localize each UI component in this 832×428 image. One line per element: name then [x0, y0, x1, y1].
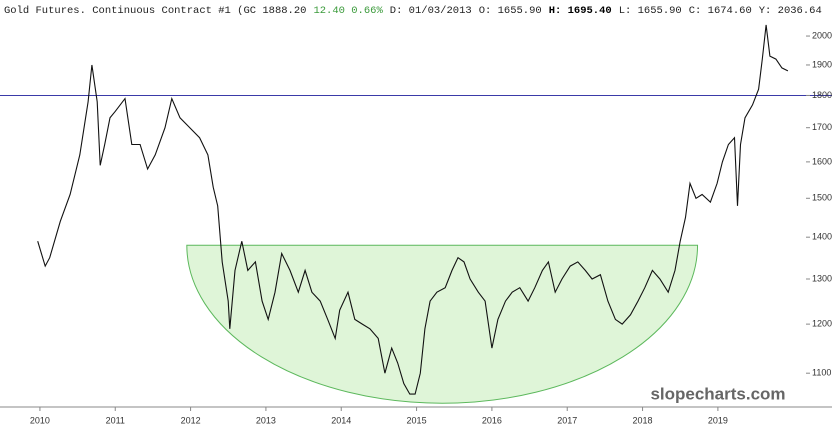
- title-part: H: 1695.40: [549, 5, 612, 17]
- y-tick-label: 1900: [812, 59, 832, 69]
- x-tick-label: 2018: [633, 415, 653, 425]
- x-tick-label: 2011: [106, 415, 125, 425]
- title-part: 12.40 0.66%: [313, 5, 383, 17]
- y-tick-label: 1700: [812, 122, 832, 132]
- title-part: C: 1674.60: [689, 5, 752, 17]
- title-part: L: 1655.90: [619, 5, 682, 17]
- y-tick-label: 1500: [812, 193, 832, 203]
- title-part: Y: 2036.64: [759, 5, 822, 17]
- price-line: [37, 24, 789, 395]
- y-tick-label: 1100: [812, 368, 831, 378]
- y-tick-label: 1600: [812, 156, 832, 166]
- x-tick-label: 2010: [30, 415, 50, 425]
- x-tick-label: 2015: [407, 415, 427, 425]
- x-tick-label: 2017: [557, 415, 577, 425]
- x-tick-label: 2014: [331, 415, 351, 425]
- x-tick-label: 2016: [482, 415, 502, 425]
- title-part: Gold Futures. Continuous Contract #1 (GC…: [4, 5, 306, 17]
- y-tick-label: 1200: [812, 318, 832, 328]
- y-tick-label: 1300: [812, 273, 832, 283]
- title-part: O: 1655.90: [479, 5, 542, 17]
- y-tick-label: 2000: [812, 30, 832, 40]
- title-part: D: 01/03/2013: [390, 5, 472, 17]
- x-tick-label: 2019: [708, 415, 728, 425]
- watermark: slopecharts.com: [650, 384, 785, 403]
- rounding-bottom: [186, 244, 699, 404]
- chart-title: Gold Futures. Continuous Contract #1 (GC…: [4, 5, 822, 17]
- y-tick-label: 1400: [812, 232, 832, 242]
- x-tick-label: 2012: [181, 415, 201, 425]
- x-tick-label: 2013: [256, 415, 276, 425]
- y-tick-label: 1800: [812, 90, 832, 100]
